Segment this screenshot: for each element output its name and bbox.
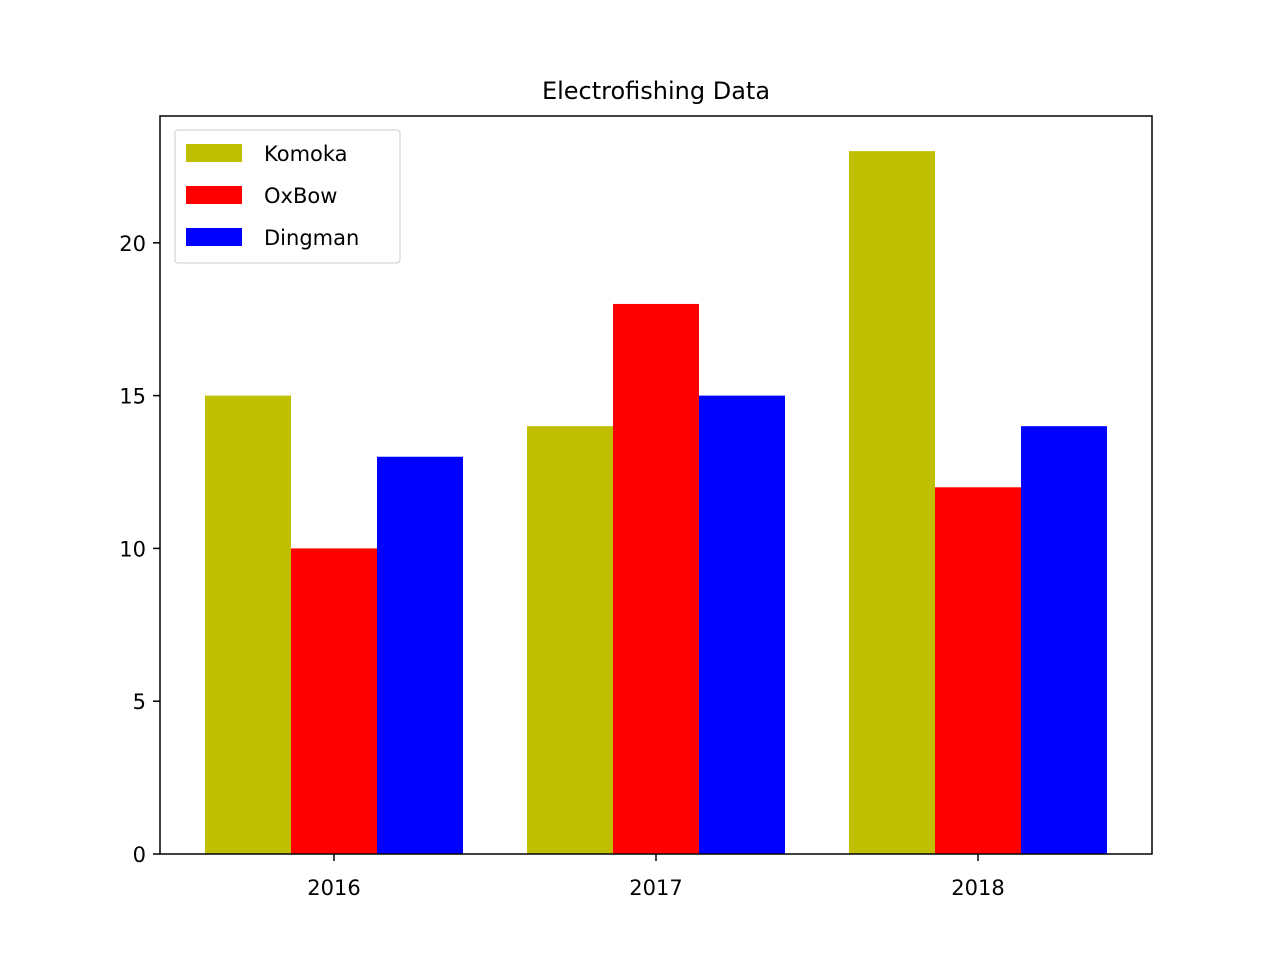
bars-layer [205,151,1107,855]
bar-dingman-2017 [699,395,785,854]
y-tick-label-5: 5 [133,690,146,714]
bar-dingman-2018 [1021,426,1107,854]
x-tick-label-2016: 2016 [307,876,360,900]
bar-komoka-2016 [205,395,291,854]
legend-label-komoka: Komoka [264,142,348,166]
y-tick-label-0: 0 [133,843,146,867]
bar-komoka-2018 [849,151,935,855]
axes-layer: 0 5 10 15 20 2016 2017 2018 [119,115,1153,900]
y-tick-label-15: 15 [119,385,146,409]
bar-oxbow-2018 [935,487,1021,854]
x-tick-label-2018: 2018 [951,876,1004,900]
bar-komoka-2017 [527,426,613,854]
legend-label-oxbow: OxBow [264,184,337,208]
legend-label-dingman: Dingman [264,226,359,250]
bar-dingman-2016 [377,456,463,854]
y-tick-label-20: 20 [119,232,146,256]
bar-oxbow-2016 [291,548,377,854]
y-tick-label-10: 10 [119,537,146,561]
chart-title: Electrofishing Data [542,77,770,105]
legend-swatch-dingman [186,228,242,246]
legend-swatch-oxbow [186,186,242,204]
legend-swatch-komoka [186,144,242,162]
bar-oxbow-2017 [613,303,699,855]
x-tick-label-2017: 2017 [629,876,682,900]
legend: Komoka OxBow Dingman [174,129,401,264]
